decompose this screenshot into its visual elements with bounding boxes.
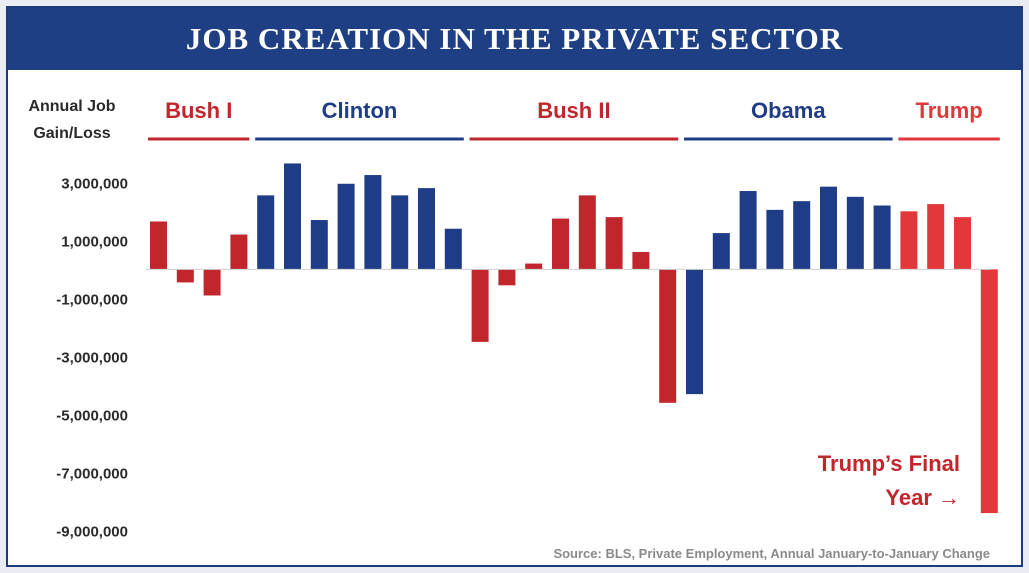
y-tick-label: -9,000,000 — [56, 523, 128, 540]
bar — [739, 191, 757, 270]
y-tick-label: 3,000,000 — [61, 175, 128, 192]
y-axis-ticks: 3,000,000 1,000,000 -1,000,000 -3,000,000 -5… — [56, 175, 128, 540]
bar — [927, 204, 945, 270]
bar — [498, 269, 516, 286]
bar — [954, 217, 971, 270]
y-axis-label: Annual Job Gain/Loss — [28, 98, 115, 142]
bar — [793, 201, 811, 270]
chart-title: JOB CREATION IN THE PRIVATE SECTOR — [185, 21, 844, 56]
bars — [150, 163, 998, 514]
group-label: Clinton — [322, 98, 398, 123]
bar — [712, 233, 730, 270]
bar — [337, 183, 355, 270]
group-label: Obama — [751, 98, 826, 123]
y-tick-label: 1,000,000 — [61, 233, 128, 250]
bar — [900, 211, 918, 270]
bar — [444, 228, 462, 270]
bar — [525, 263, 543, 270]
bar — [391, 195, 409, 270]
bar — [632, 251, 650, 270]
y-tick-label: -5,000,000 — [56, 407, 128, 424]
group-label: Trump — [915, 98, 982, 123]
annotation-line-2: Year → — [885, 485, 960, 510]
bar — [605, 217, 623, 270]
bar — [873, 205, 891, 270]
y-tick-label: -3,000,000 — [56, 349, 128, 366]
group-label: Bush I — [165, 98, 232, 123]
bar — [552, 218, 569, 270]
bar — [659, 269, 677, 403]
y-axis-label-line-2: Gain/Loss — [33, 125, 110, 142]
bar — [230, 234, 248, 270]
president-groups: Bush I Clinton Bush II Obama Trump — [148, 98, 1000, 141]
group-label: Bush II — [537, 98, 610, 123]
bar — [471, 269, 489, 342]
bar — [578, 195, 596, 270]
bar — [418, 188, 435, 270]
bar — [364, 175, 382, 270]
bar — [686, 269, 703, 395]
bar — [846, 196, 864, 270]
y-axis-label-line-1: Annual Job — [28, 98, 115, 115]
y-tick-label: -7,000,000 — [56, 465, 128, 482]
bar — [310, 220, 328, 270]
bar — [980, 269, 998, 514]
annotation-line-1: Trump’s Final — [818, 451, 960, 476]
chart-frame: JOB CREATION IN THE PRIVATE SECTOR — [6, 6, 1023, 567]
bar — [203, 269, 221, 296]
bar — [284, 163, 301, 270]
source-note: Source: BLS, Private Employment, Annual … — [553, 546, 990, 561]
bar — [257, 195, 275, 270]
title-bar: JOB CREATION IN THE PRIVATE SECTOR — [8, 8, 1021, 70]
bar — [176, 269, 194, 283]
annotation: Trump’s Final Year → — [818, 451, 960, 510]
bar — [820, 186, 837, 270]
y-tick-label: -1,000,000 — [56, 291, 128, 308]
bar — [766, 209, 784, 270]
bar — [150, 221, 167, 270]
